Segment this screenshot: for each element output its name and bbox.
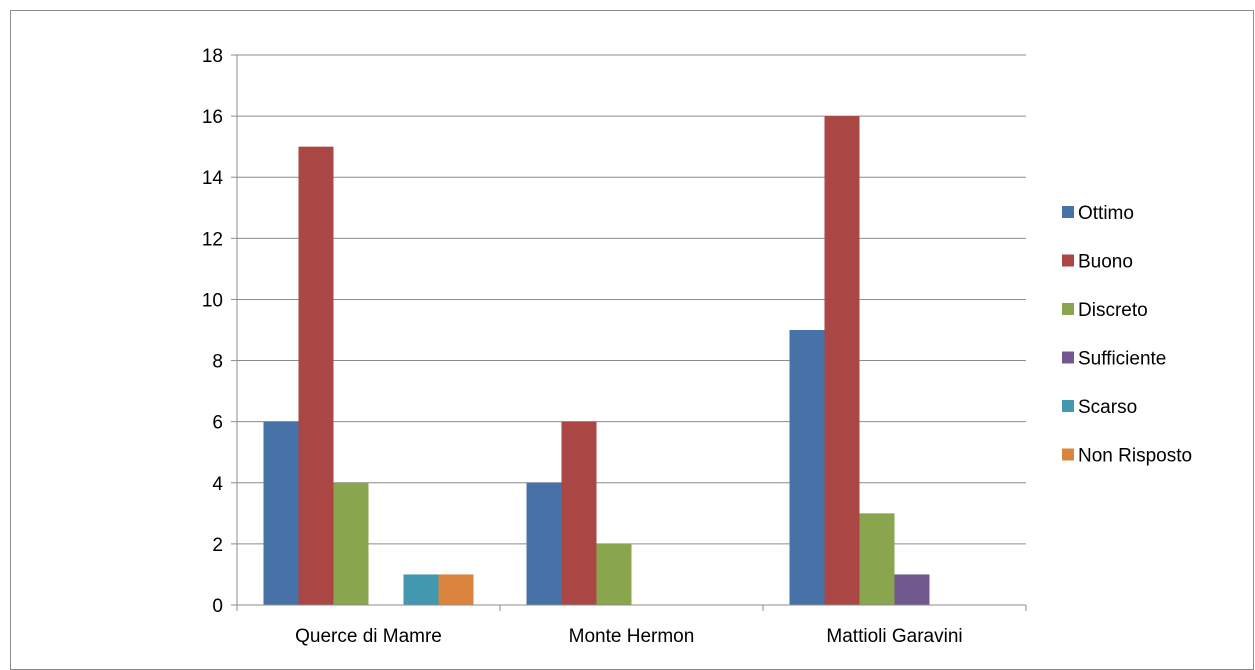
x-tick-label: Monte Hermon bbox=[569, 626, 695, 647]
bar bbox=[561, 421, 597, 605]
legend-label: Non Risposto bbox=[1078, 446, 1192, 467]
bar bbox=[824, 116, 860, 605]
bar bbox=[333, 482, 369, 605]
legend-swatch bbox=[1062, 400, 1074, 412]
x-tick-label: Mattioli Garavini bbox=[826, 626, 962, 647]
bar bbox=[403, 574, 439, 605]
x-tick-labels: Querce di Mamre Monte Hermon Mattioli Gara… bbox=[295, 626, 963, 647]
legend-swatch bbox=[1062, 303, 1074, 315]
y-tick-label: 18 bbox=[202, 46, 223, 67]
y-tick-label: 8 bbox=[212, 352, 223, 373]
y-tick-label: 4 bbox=[212, 474, 223, 495]
legend-swatch bbox=[1062, 351, 1074, 364]
legend-swatch bbox=[1062, 206, 1074, 218]
legend-label: Sufficiente bbox=[1078, 349, 1166, 370]
bar bbox=[263, 421, 299, 605]
legend-label: Buono bbox=[1078, 252, 1133, 273]
legend: Ottimo Buono Discreto Sufficiente Scarso Non … bbox=[1062, 203, 1192, 467]
bar bbox=[894, 574, 930, 605]
y-tick-label: 0 bbox=[212, 596, 223, 617]
y-tick-label: 14 bbox=[202, 168, 224, 189]
y-tick-labels: 0 2 4 6 8 10 12 14 16 18 bbox=[202, 46, 224, 617]
legend-label: Scarso bbox=[1078, 397, 1137, 418]
bar bbox=[298, 146, 334, 605]
y-tick-label: 16 bbox=[202, 107, 223, 128]
y-tick-label: 12 bbox=[202, 229, 223, 250]
legend-label: Discreto bbox=[1078, 300, 1148, 321]
bar bbox=[526, 482, 562, 605]
bar bbox=[438, 574, 474, 605]
bar-chart: 0 2 4 6 8 10 12 14 16 18 Querce di Mamre Monte Her… bbox=[202, 46, 1192, 647]
legend-label: Ottimo bbox=[1078, 203, 1134, 224]
bars bbox=[263, 116, 930, 605]
legend-swatch bbox=[1062, 448, 1074, 461]
x-tick-label: Querce di Mamre bbox=[295, 626, 442, 647]
gridlines bbox=[237, 54, 1026, 545]
y-tick-label: 10 bbox=[202, 290, 223, 311]
y-tick-label: 6 bbox=[212, 413, 223, 434]
y-tick-label: 2 bbox=[212, 535, 223, 556]
legend-swatch bbox=[1062, 254, 1074, 267]
chart-frame bbox=[10, 10, 1254, 670]
bar bbox=[596, 543, 632, 605]
bar bbox=[789, 330, 825, 605]
axes bbox=[231, 54, 1027, 611]
bar bbox=[859, 513, 895, 605]
